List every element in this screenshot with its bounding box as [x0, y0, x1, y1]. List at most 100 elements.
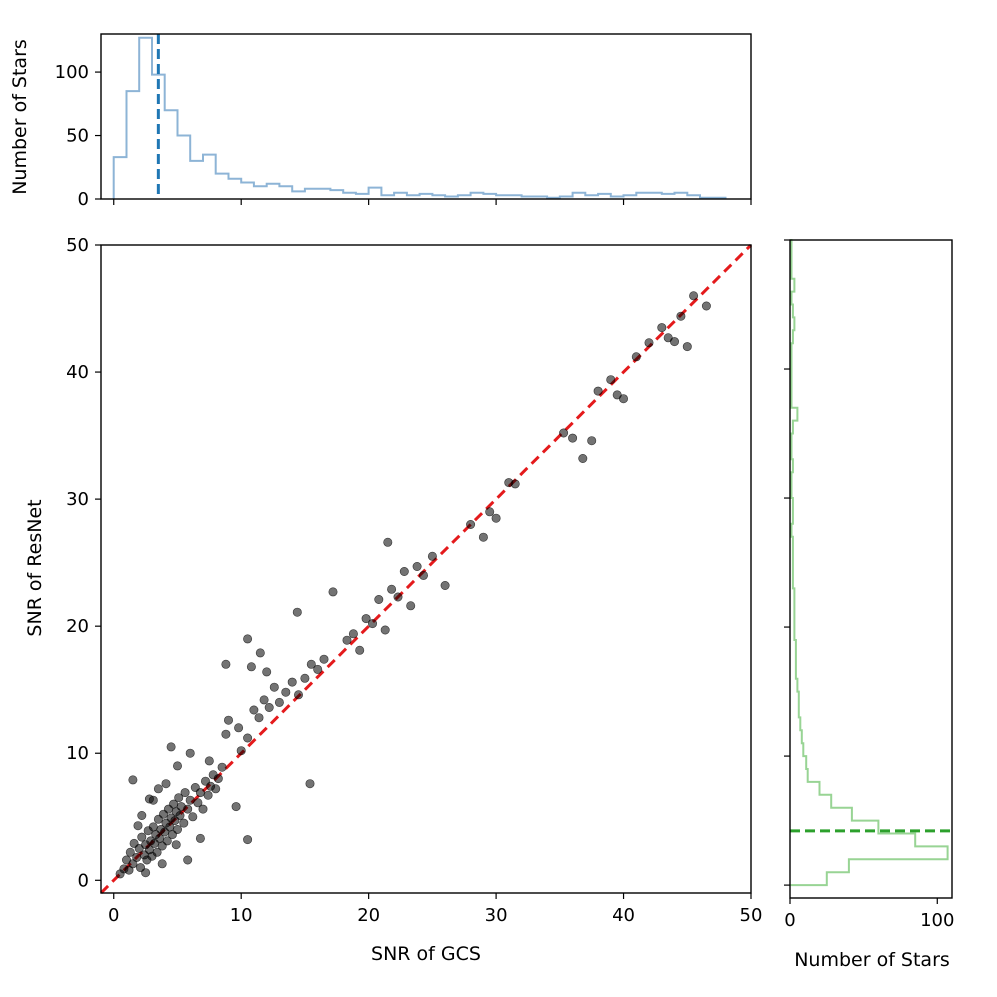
- right-histogram-bin: [790, 717, 800, 730]
- right-histogram-bin: [790, 833, 915, 846]
- main-xlabel: SNR of GCS: [371, 943, 481, 965]
- scatter-point: [157, 859, 167, 869]
- scatter-point: [287, 677, 297, 687]
- scatter-point: [152, 847, 162, 857]
- scatter-point: [193, 798, 203, 808]
- top-histogram-bin: [216, 174, 229, 199]
- scatter-point: [213, 774, 223, 784]
- scatter-point: [427, 551, 437, 561]
- scatter-point: [374, 594, 384, 604]
- top-histogram-bin: [165, 110, 178, 199]
- top-histogram-bin: [228, 179, 241, 199]
- scatter-point: [195, 833, 205, 843]
- right-histogram-bin: [790, 408, 797, 421]
- scatter-point: [171, 840, 181, 850]
- scatter-point: [485, 507, 495, 517]
- scatter-point: [587, 436, 597, 446]
- main-ylabel: SNR of ResNet: [24, 499, 46, 636]
- right-histogram-bin: [790, 769, 808, 782]
- scatter-point: [133, 821, 143, 831]
- right-histogram-panel: 0 100 Number of Stars: [784, 239, 954, 971]
- scatter-point: [174, 793, 184, 803]
- scatter-point: [682, 342, 692, 352]
- scatter-point: [274, 697, 284, 707]
- scatter-point: [348, 629, 358, 639]
- scatter-point: [281, 687, 291, 697]
- scatter-point: [179, 818, 189, 828]
- top-histogram-bin: [369, 188, 382, 199]
- scatter-point: [478, 532, 488, 542]
- scatter-point: [173, 824, 183, 834]
- scatter-point: [183, 804, 193, 814]
- top-y-tick-label: 50: [66, 126, 89, 147]
- scatter-point: [204, 756, 214, 766]
- scatter-point: [292, 607, 302, 617]
- top-histogram-bars: [112, 36, 727, 200]
- scatter-point: [128, 775, 138, 785]
- scatter-point: [264, 702, 274, 712]
- main-scatter-panel: 0 10 20 30 40 50 0 10 20 30 40 50 SNR of GCS SNR o…: [24, 235, 762, 965]
- top-histogram-bin: [126, 91, 139, 199]
- scatter-point: [305, 779, 315, 789]
- top-histogram-x-ticks: [113, 199, 752, 205]
- scatter-point: [221, 659, 231, 669]
- main-y-tick-label: 20: [66, 616, 89, 637]
- scatter-point: [618, 394, 628, 404]
- scatter-point: [319, 654, 329, 664]
- top-histogram-panel: 0 50 100 Number of Stars: [9, 33, 752, 210]
- scatter-point: [559, 428, 569, 438]
- right-histogram-bin: [790, 730, 802, 743]
- top-histogram-bin: [114, 157, 127, 199]
- main-x-tick-label: 50: [740, 905, 763, 926]
- scatter-point: [676, 311, 686, 321]
- scatter-point: [224, 715, 234, 725]
- main-y-ticks: 0 10 20 30 40 50: [66, 235, 101, 891]
- scatter-point: [246, 662, 256, 672]
- main-y-tick-label: 30: [66, 489, 89, 510]
- top-histogram-step: [112, 36, 727, 199]
- right-histogram-bin: [790, 846, 948, 859]
- top-y-tick-label: 100: [55, 62, 89, 83]
- scatter-point: [306, 659, 316, 669]
- scatter-point: [367, 619, 377, 629]
- scatter-point: [166, 742, 176, 752]
- scatter-point: [578, 453, 588, 463]
- scatter-point: [217, 762, 227, 772]
- scatter-point: [180, 788, 190, 798]
- scatter-point: [162, 836, 172, 846]
- scatter-point: [243, 733, 253, 743]
- right-histogram-step: [790, 239, 949, 887]
- main-y-tick-label: 0: [78, 870, 89, 891]
- top-histogram-bin: [203, 155, 216, 199]
- main-x-ticks: 0 10 20 30 40 50: [108, 893, 762, 926]
- scatter-point: [466, 519, 476, 529]
- scatter-point: [188, 812, 198, 822]
- main-x-tick-label: 20: [357, 905, 380, 926]
- scatter-point: [644, 338, 654, 348]
- scatter-point: [440, 580, 450, 590]
- right-histogram-bin: [790, 872, 827, 885]
- main-x-tick-label: 0: [108, 905, 119, 926]
- scatter-point: [185, 748, 195, 758]
- right-histogram-bin: [790, 743, 803, 756]
- scatter-point: [221, 729, 231, 739]
- right-histogram-y-ticks: [784, 239, 790, 886]
- scatter-point: [689, 291, 699, 301]
- top-histogram-bin: [241, 183, 254, 200]
- scatter-point: [211, 784, 221, 794]
- scatter-point: [669, 337, 679, 347]
- scatter-point: [231, 802, 241, 812]
- main-y-tick-label: 40: [66, 362, 89, 383]
- scatter-point: [418, 570, 428, 580]
- right-histogram-bin: [790, 679, 797, 692]
- scatter-point: [342, 635, 352, 645]
- scatter-point: [153, 784, 163, 794]
- right-histogram-bin: [790, 859, 849, 872]
- scatter-point: [161, 779, 171, 789]
- right-histogram-bars: [790, 239, 949, 887]
- scatter-point: [328, 587, 338, 597]
- right-x-tick-label: 100: [920, 910, 954, 931]
- right-histogram-bin: [790, 808, 852, 821]
- right-histogram-bin: [790, 692, 799, 705]
- scatter-point: [293, 690, 303, 700]
